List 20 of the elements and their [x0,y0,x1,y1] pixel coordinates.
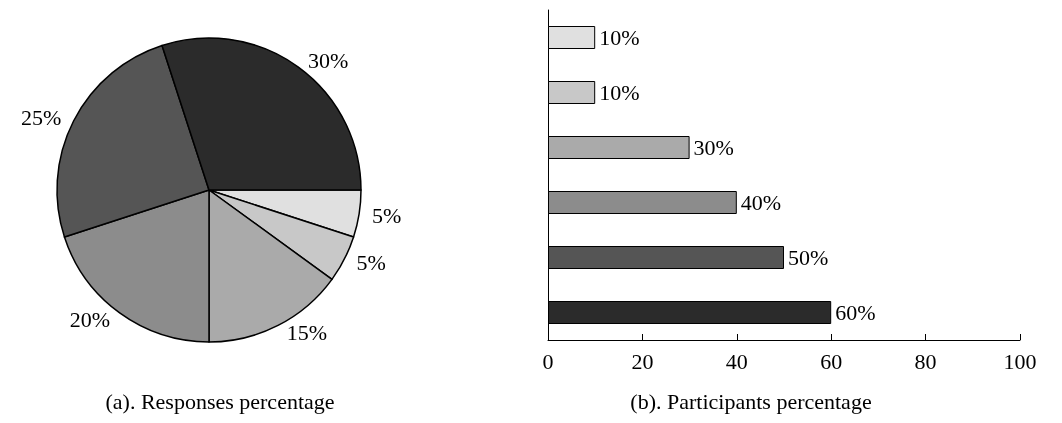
text: (b). Participants percentage [630,388,872,414]
data-label: 30% [693,135,734,160]
data-label: 15% [286,320,327,346]
x-tick-label: 40 [725,348,748,374]
data-label: 5% [372,202,402,228]
text: (a). Responses percentage [105,388,335,414]
data-label: 30% [308,48,349,74]
data-label: 10% [599,80,640,105]
x-tick-label: 20 [631,348,654,374]
data-label: 50% [788,245,829,270]
x-tick-label: 80 [914,348,937,374]
data-label: 10% [599,25,640,50]
data-label: 60% [835,300,876,325]
x-tick-label: 100 [1003,348,1037,374]
data-label: 5% [356,250,386,276]
data-label: 20% [69,306,110,332]
x-tick-label: 0 [542,348,554,374]
data-label: 40% [740,190,782,215]
data-label: 25% [21,104,62,130]
x-tick-label: 60 [820,348,843,374]
